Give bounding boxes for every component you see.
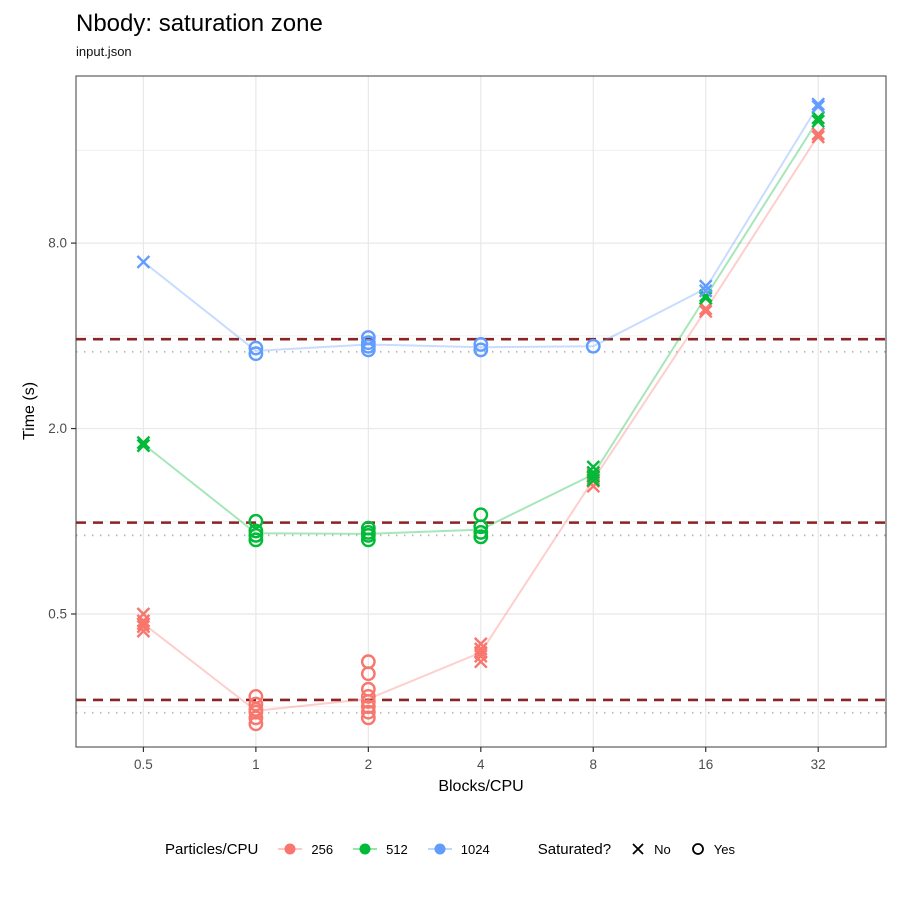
legend-shape-title: Saturated? [537, 840, 612, 858]
legend-label-256: 256 [311, 841, 334, 857]
legend-label-yes: Yes [713, 841, 735, 857]
svg-text:16: 16 [698, 757, 713, 772]
legend: Particles/CPU 256 512 1024 Saturated? [0, 840, 900, 858]
svg-text:1: 1 [252, 757, 260, 772]
svg-text:4: 4 [477, 757, 485, 772]
legend-label-1024: 1024 [460, 841, 490, 857]
legend-color-title: Particles/CPU [165, 840, 259, 858]
page-title: Nbody: saturation zone [76, 10, 323, 37]
legend-key-256: 256 [276, 840, 333, 858]
svg-text:0.5: 0.5 [48, 606, 67, 621]
legend-label-no: No [654, 841, 671, 857]
line-point-icon [278, 843, 303, 855]
circle-marker-icon [691, 843, 704, 855]
legend-key-1024: 1024 [426, 840, 490, 858]
y-axis-title: Time (s) [21, 381, 38, 441]
legend-label-512: 512 [386, 841, 408, 857]
x-marker-icon [632, 843, 644, 855]
svg-text:2: 2 [365, 757, 373, 772]
line-point-icon [353, 843, 378, 855]
svg-text:0.5: 0.5 [134, 757, 153, 772]
legend-key-512: 512 [351, 840, 408, 858]
line-point-icon [427, 843, 452, 855]
x-axis-title: Blocks/CPU [438, 778, 524, 795]
svg-text:2.0: 2.0 [48, 421, 67, 436]
svg-text:8: 8 [590, 757, 598, 772]
plot-svg: 0.5 1 2 4 8 16 32 8.0 2.0 0.5 [48, 75, 887, 772]
page-subtitle: input.json [76, 44, 132, 59]
svg-text:32: 32 [811, 757, 826, 772]
legend-key-yes: Yes [689, 840, 735, 858]
legend-key-no: No [629, 840, 671, 858]
svg-text:8.0: 8.0 [48, 236, 67, 251]
